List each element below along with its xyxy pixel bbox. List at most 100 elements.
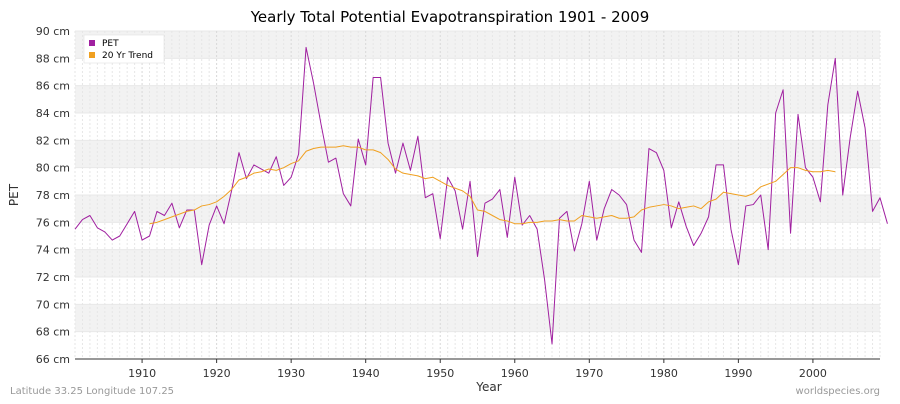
data-point-trend xyxy=(446,184,449,187)
data-point-trend xyxy=(401,172,404,175)
data-point-pet xyxy=(357,137,360,140)
data-point-pet xyxy=(729,228,732,231)
data-point-trend xyxy=(416,174,419,177)
data-point-trend xyxy=(633,215,636,218)
data-point-pet xyxy=(88,214,91,217)
data-point-trend xyxy=(513,222,516,225)
data-point-trend xyxy=(290,162,293,165)
legend-label-trend: 20 Yr Trend xyxy=(102,51,153,61)
data-point-trend xyxy=(334,146,337,149)
data-point-trend xyxy=(431,176,434,179)
data-point-pet xyxy=(811,176,814,179)
data-point-pet xyxy=(498,188,501,191)
data-point-trend xyxy=(573,219,576,222)
data-point-trend xyxy=(424,177,427,180)
x-tick-label: 1940 xyxy=(352,367,380,380)
data-point-trend xyxy=(774,180,777,183)
legend-box xyxy=(83,34,165,64)
y-tick-label: 90 cm xyxy=(36,25,70,38)
x-tick-label: 1920 xyxy=(203,367,231,380)
data-point-pet xyxy=(610,188,613,191)
data-point-pet xyxy=(215,204,218,207)
data-point-pet xyxy=(297,153,300,156)
data-point-pet xyxy=(670,226,673,229)
data-point-pet xyxy=(536,228,539,231)
data-point-pet xyxy=(349,204,352,207)
data-point-pet xyxy=(662,169,665,172)
data-point-pet xyxy=(208,224,211,227)
data-point-trend xyxy=(797,166,800,169)
data-point-pet xyxy=(454,189,457,192)
data-point-trend xyxy=(439,180,442,183)
data-point-pet xyxy=(141,239,144,242)
x-tick-label: 1980 xyxy=(650,367,678,380)
data-point-pet xyxy=(603,207,606,210)
data-point-pet xyxy=(312,81,315,84)
data-point-trend xyxy=(469,195,472,198)
data-point-trend xyxy=(521,222,524,225)
data-point-trend xyxy=(476,209,479,212)
x-axis-label: Year xyxy=(475,380,501,394)
source-note: worldspecies.org xyxy=(796,386,880,397)
data-point-pet xyxy=(327,161,330,164)
data-point-pet xyxy=(640,251,643,254)
data-point-trend xyxy=(372,148,375,151)
y-tick-label: 80 cm xyxy=(36,162,70,175)
data-point-pet xyxy=(856,90,859,93)
data-point-pet xyxy=(595,239,598,242)
data-point-trend xyxy=(789,166,792,169)
data-point-trend xyxy=(536,221,539,224)
data-point-trend xyxy=(342,144,345,147)
data-point-pet xyxy=(387,142,390,145)
data-point-pet xyxy=(625,203,628,206)
legend-marker-pet xyxy=(89,40,95,46)
data-point-pet xyxy=(178,226,181,229)
y-tick-labels: 66 cm 68 cm 70 cm 72 cm 74 cm 76 cm 78 cm 80 cm… xyxy=(36,25,70,366)
data-point-trend xyxy=(528,221,531,224)
data-point-trend xyxy=(170,215,173,218)
data-point-pet xyxy=(290,176,293,179)
data-point-trend xyxy=(588,215,591,218)
data-point-trend xyxy=(260,170,263,173)
data-point-trend xyxy=(603,215,606,218)
x-tick-label: 2000 xyxy=(799,367,827,380)
location-note: Latitude 33.25 Longitude 107.25 xyxy=(10,386,174,397)
data-point-trend xyxy=(319,146,322,149)
data-point-pet xyxy=(655,151,658,154)
data-point-pet xyxy=(528,214,531,217)
data-point-trend xyxy=(595,217,598,220)
data-point-trend xyxy=(685,206,688,209)
data-point-pet xyxy=(409,169,412,172)
data-point-pet xyxy=(372,76,375,79)
data-point-trend xyxy=(282,166,285,169)
y-tick-label: 74 cm xyxy=(36,244,70,257)
data-point-trend xyxy=(193,209,196,212)
data-point-trend xyxy=(625,217,628,220)
y-tick-label: 76 cm xyxy=(36,216,70,229)
data-point-trend xyxy=(394,168,397,171)
data-point-pet xyxy=(588,180,591,183)
data-point-trend xyxy=(327,146,330,149)
data-point-trend xyxy=(647,206,650,209)
data-point-trend xyxy=(409,173,412,176)
data-point-pet xyxy=(774,112,777,115)
data-point-trend xyxy=(737,194,740,197)
y-tick-label: 78 cm xyxy=(36,189,70,202)
data-point-pet xyxy=(424,196,427,199)
data-point-trend xyxy=(551,219,554,222)
data-point-pet xyxy=(163,214,166,217)
data-point-pet xyxy=(342,192,345,195)
data-point-trend xyxy=(826,169,829,172)
legend-marker-trend xyxy=(89,52,95,58)
data-point-pet xyxy=(275,155,278,158)
data-point-trend xyxy=(223,195,226,198)
data-point-pet xyxy=(849,136,852,139)
data-point-trend xyxy=(655,204,658,207)
data-point-pet xyxy=(715,163,718,166)
data-point-pet xyxy=(841,194,844,197)
data-point-pet xyxy=(446,176,449,179)
y-tick-label: 88 cm xyxy=(36,52,70,65)
data-point-pet xyxy=(565,210,568,213)
data-point-trend xyxy=(722,191,725,194)
data-point-pet xyxy=(506,236,509,239)
